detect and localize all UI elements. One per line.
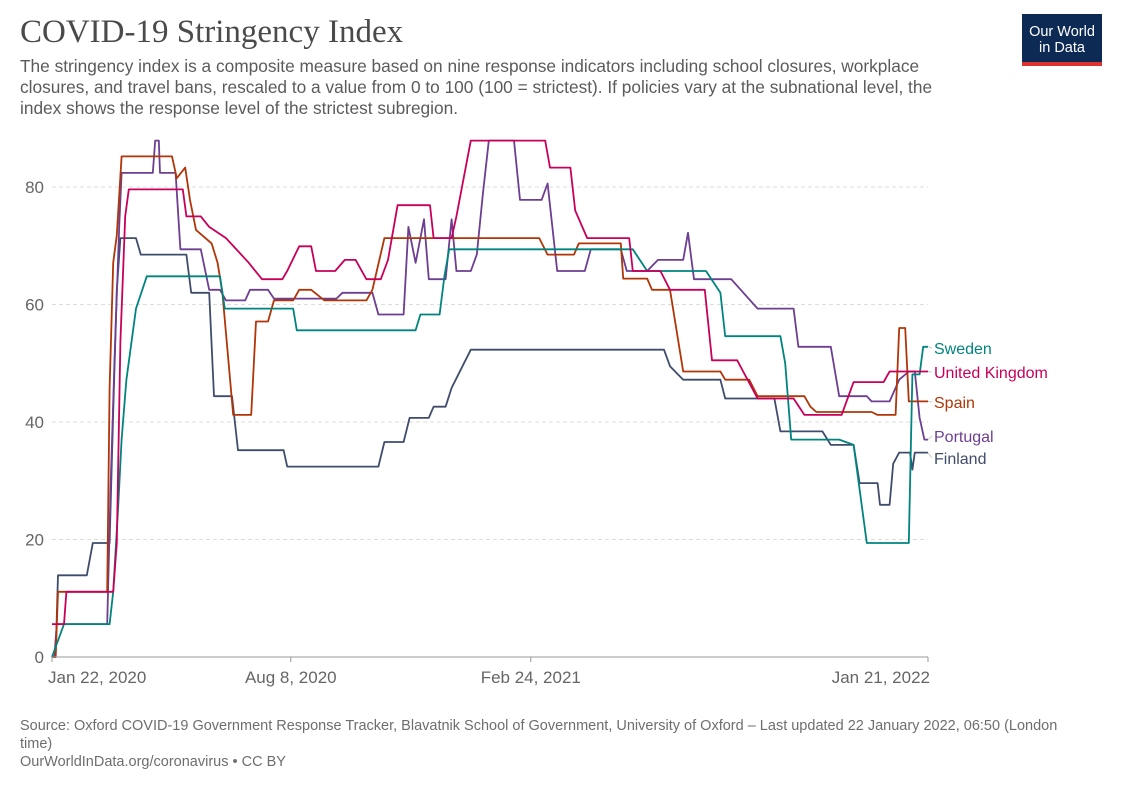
- axis-layer: 0 20 40 60 80 Jan 22, 2020 Aug 8, 2020 Feb 24, …: [25, 178, 930, 687]
- logo-line-1: Our World: [1029, 24, 1095, 40]
- grid-layer: [52, 186, 928, 540]
- logo-line-2: in Data: [1039, 40, 1085, 56]
- credit-line: OurWorldInData.org/coronavirus • CC BY: [20, 754, 286, 770]
- series-line-sweden: [51, 248, 928, 658]
- y-tick-label: 80: [25, 178, 44, 197]
- footer: Source: Oxford COVID-19 Government Respo…: [20, 717, 1080, 771]
- x-tick-label: Jan 22, 2020: [48, 668, 146, 687]
- legend-label-sweden: Sweden: [934, 341, 992, 358]
- y-tick-label: 40: [25, 413, 44, 432]
- legend-connector: [927, 435, 933, 440]
- legend-label-united-kingdom: United Kingdom: [934, 365, 1048, 382]
- legend-connector: [927, 400, 933, 403]
- series-line-finland: [52, 237, 928, 658]
- x-tick-label: Jan 21, 2022: [832, 668, 930, 687]
- y-tick-label: 0: [35, 648, 44, 667]
- legend-label-portugal: Portugal: [934, 429, 994, 446]
- chart-subtitle: The stringency index is a composite meas…: [20, 56, 933, 118]
- series-line-portugal: [52, 139, 928, 658]
- y-tick-label: 20: [25, 531, 44, 550]
- series-layer: [51, 139, 928, 658]
- legend-connector: [927, 370, 933, 373]
- legend-label-finland: Finland: [934, 451, 986, 468]
- legend-connector: [927, 452, 933, 459]
- chart-title: COVID-19 Stringency Index: [20, 14, 404, 50]
- legend-connector: [927, 346, 933, 349]
- legend-layer: Sweden United Kingdom Spain Portugal Finland: [927, 341, 1048, 468]
- owid-logo[interactable]: Our World in Data: [1022, 14, 1102, 66]
- line-chart: 0 20 40 60 80 Jan 22, 2020 Aug 8, 2020 Feb 24, …: [25, 139, 1048, 687]
- x-tick-label: Aug 8, 2020: [245, 668, 337, 687]
- source-note: Source: Oxford COVID-19 Government Respo…: [20, 718, 1058, 752]
- series-line-united-kingdom: [52, 139, 928, 625]
- series-line-spain: [52, 155, 928, 658]
- x-tick-label: Feb 24, 2021: [481, 668, 581, 687]
- y-tick-label: 60: [25, 296, 44, 315]
- legend-label-spain: Spain: [934, 395, 975, 412]
